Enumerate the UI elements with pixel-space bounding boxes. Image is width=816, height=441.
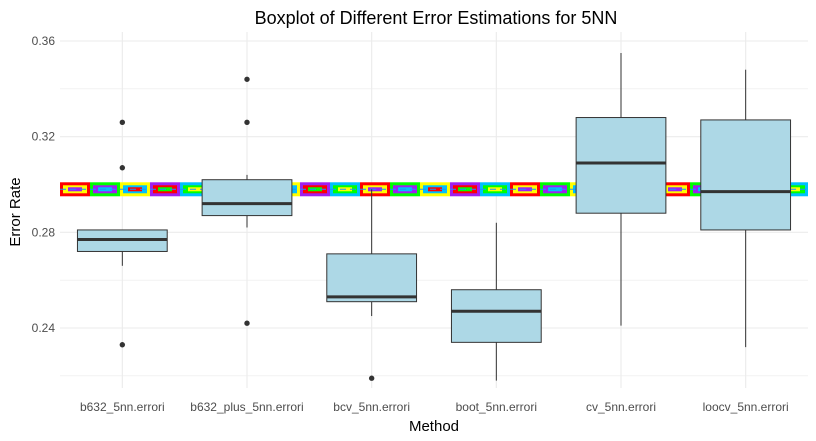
outlier-point xyxy=(119,119,126,126)
outlier-point xyxy=(368,375,375,381)
outlier-point xyxy=(119,165,126,171)
outlier-point xyxy=(244,76,250,82)
box xyxy=(201,179,293,217)
reference-bands xyxy=(60,182,808,197)
x-tick-label: loocv_5nn.errori xyxy=(703,400,789,414)
axis-ticks: 0.24 0.28 0.32 0.36 b632_5nn.errori b632_plus… xyxy=(32,34,789,414)
y-tick-label: 0.24 xyxy=(32,321,56,335)
box-series xyxy=(76,52,792,381)
y-axis-title: Error Rate xyxy=(7,177,24,246)
y-tick-label: 0.36 xyxy=(32,34,56,48)
x-tick-label: b632_5nn.errori xyxy=(80,400,165,414)
y-tick-label: 0.28 xyxy=(32,225,56,239)
x-tick-label: boot_5nn.errori xyxy=(456,400,537,414)
outlier-point xyxy=(244,320,250,326)
x-tick-label: b632_plus_5nn.errori xyxy=(190,400,303,414)
box xyxy=(450,289,542,343)
grid-lines xyxy=(60,32,808,388)
outlier-point xyxy=(119,342,126,348)
x-tick-label: bcv_5nn.errori xyxy=(333,400,410,414)
chart-title: Boxplot of Different Error Estimations f… xyxy=(255,8,618,28)
box xyxy=(700,119,792,231)
x-axis-title: Method xyxy=(409,418,459,435)
box xyxy=(575,117,667,214)
x-tick-label: cv_5nn.errori xyxy=(586,400,656,414)
outlier-point xyxy=(244,119,250,126)
y-tick-label: 0.32 xyxy=(32,130,56,144)
box xyxy=(326,253,418,303)
